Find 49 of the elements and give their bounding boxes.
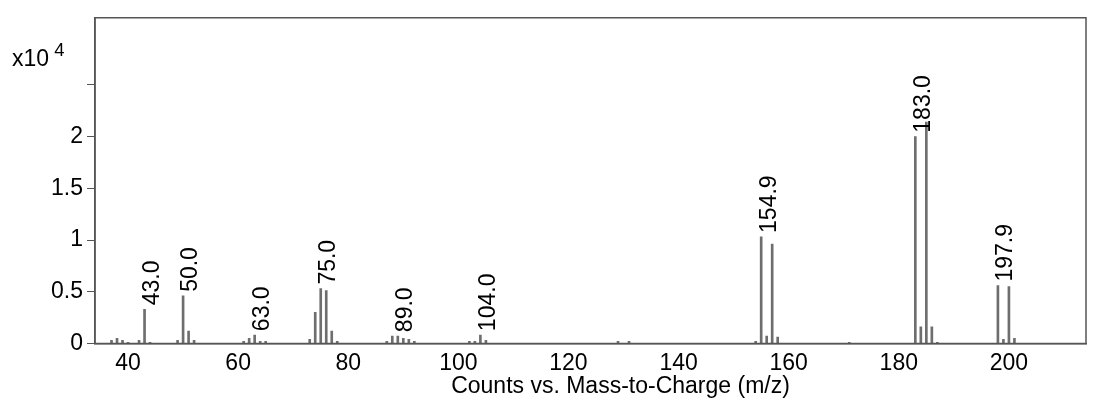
- x-tick-label: 40: [115, 348, 141, 375]
- bar: [110, 339, 113, 344]
- annotation: 104.0: [473, 273, 500, 332]
- x-tick-label: 200: [989, 348, 1029, 375]
- bar: [479, 334, 482, 344]
- annotation: 50.0: [176, 247, 203, 292]
- annotation: 197.9: [991, 223, 1018, 282]
- bar: [765, 335, 769, 344]
- bar: [143, 308, 146, 344]
- y-tick-label: 1: [70, 225, 83, 252]
- y-tick-label: 2: [70, 122, 83, 149]
- bar: [770, 243, 774, 344]
- annotation: 183.0: [908, 75, 935, 133]
- bar: [313, 312, 317, 344]
- y-tick-label: 1.5: [51, 173, 83, 200]
- bar: [759, 236, 763, 344]
- bar: [319, 288, 323, 344]
- bar: [401, 337, 405, 344]
- bar: [176, 339, 179, 344]
- annotation: 89.0: [391, 287, 418, 333]
- bar: [121, 339, 124, 344]
- annotation: 43.0: [137, 260, 164, 306]
- bar: [1002, 338, 1005, 344]
- x-tick-label: 60: [225, 348, 251, 375]
- bar: [407, 338, 411, 344]
- y-tick-label: 0: [70, 328, 83, 355]
- bar: [385, 341, 389, 344]
- bar: [330, 330, 334, 344]
- bar: [187, 330, 190, 344]
- bar: [390, 335, 394, 344]
- bar: [335, 341, 339, 344]
- bar: [324, 290, 328, 344]
- annotation: 154.9: [754, 175, 781, 233]
- bar: [776, 336, 780, 344]
- bar: [1013, 337, 1016, 344]
- bar: [308, 338, 312, 344]
- bar: [754, 341, 757, 344]
- y-tick-label: 0.5: [51, 277, 83, 304]
- bar: [914, 136, 917, 344]
- bar: [396, 335, 400, 344]
- bar: [412, 341, 416, 344]
- bar: [253, 334, 256, 344]
- bar: [264, 341, 267, 344]
- x-tick-label: 80: [335, 348, 362, 375]
- bar: [468, 341, 471, 344]
- x-tick-label: 180: [879, 348, 918, 375]
- annotation: 75.0: [314, 239, 341, 285]
- bar: [242, 341, 245, 344]
- annotation: 63.0: [248, 286, 274, 332]
